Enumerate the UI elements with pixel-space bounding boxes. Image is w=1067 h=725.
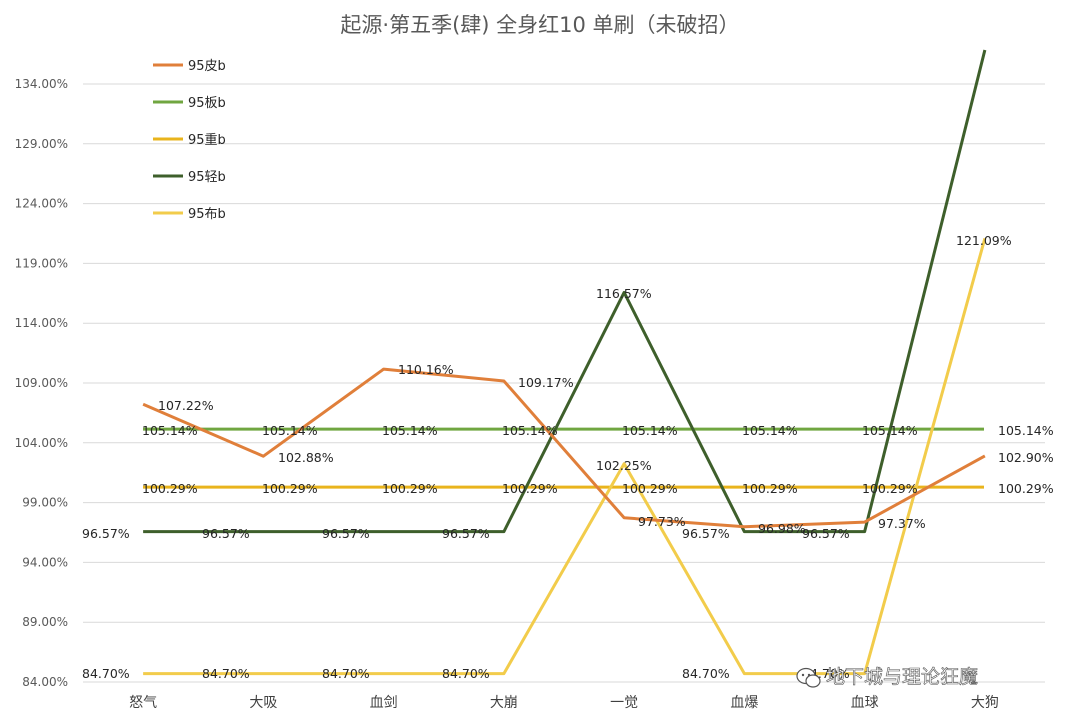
data-label: 96.57% — [682, 526, 730, 541]
data-label: 102.25% — [596, 458, 652, 473]
y-tick-label: 99.00% — [22, 496, 68, 510]
y-tick-label: 94.00% — [22, 555, 68, 569]
chart-title: 起源·第五季(肆) 全身红10 单刷（未破招） — [340, 13, 739, 37]
data-label: 100.29% — [502, 481, 558, 496]
x-tick-label: 大狗 — [971, 695, 999, 711]
legend-label: 95重b — [188, 132, 226, 148]
series-lines — [142, 49, 987, 676]
x-tick-label: 血剑 — [370, 695, 398, 711]
y-tick-label: 89.00% — [22, 615, 68, 629]
data-label: 84.70% — [682, 666, 730, 681]
data-label: 100.29% — [742, 481, 798, 496]
data-label: 105.14% — [998, 423, 1054, 438]
x-tick-label: 血球 — [851, 695, 879, 711]
data-label: 100.29% — [622, 481, 678, 496]
data-label: 105.14% — [862, 423, 918, 438]
data-label: 100.29% — [262, 481, 318, 496]
data-label: 110.16% — [398, 362, 454, 377]
data-label: 96.57% — [322, 526, 370, 541]
data-label: 100.29% — [142, 481, 198, 496]
y-tick-label: 114.00% — [15, 316, 68, 330]
data-label: 84.70% — [442, 666, 490, 681]
data-label: 96.57% — [82, 526, 130, 541]
data-label: 100.29% — [382, 481, 438, 496]
watermark: 地下城与理论狂魔 — [796, 666, 978, 688]
legend: 95皮b 95板b 95重b 95轻b 95布b — [153, 59, 226, 222]
data-label: 100.29% — [998, 481, 1054, 496]
y-tick-label: 84.00% — [22, 675, 68, 689]
y-tick-label: 129.00% — [15, 137, 68, 151]
data-label: 105.14% — [502, 423, 558, 438]
data-label: 105.14% — [382, 423, 438, 438]
y-tick-label: 119.00% — [15, 256, 68, 270]
legend-label: 95皮b — [188, 59, 226, 74]
data-labels: 107.22% 102.88% 110.16% 109.17% 97.73% 96.98%… — [82, 233, 1054, 681]
x-axis: 怒气 大吸 血剑 大崩 一觉 血爆 血球 大狗 — [129, 695, 999, 711]
data-label: 97.73% — [638, 514, 686, 529]
data-label: 84.70% — [322, 666, 370, 681]
data-label: 84.70% — [202, 666, 250, 681]
data-label: 96.57% — [802, 526, 850, 541]
data-label: 107.22% — [158, 398, 214, 413]
data-label: 100.29% — [862, 481, 918, 496]
data-label: 84.70% — [82, 666, 130, 681]
data-label: 105.14% — [622, 423, 678, 438]
data-label: 121.09% — [956, 233, 1012, 248]
data-label: 109.17% — [518, 375, 574, 390]
y-axis: 84.00% 89.00% 94.00% 99.00% 104.00% 109.00% 11… — [15, 77, 68, 689]
series-line — [142, 367, 986, 529]
x-tick-label: 大崩 — [490, 695, 518, 711]
grid-lines — [83, 83, 1045, 683]
data-label: 105.14% — [742, 423, 798, 438]
series-line — [143, 238, 987, 676]
data-label: 105.14% — [262, 423, 318, 438]
y-tick-label: 124.00% — [15, 197, 68, 211]
legend-label: 95板b — [188, 96, 226, 111]
data-label: 102.88% — [278, 450, 334, 465]
legend-label: 95轻b — [188, 170, 226, 185]
y-tick-label: 134.00% — [15, 77, 68, 91]
x-tick-label: 怒气 — [129, 695, 157, 711]
wechat-icon — [796, 667, 821, 688]
x-tick-label: 血爆 — [730, 695, 758, 711]
data-label: 116.57% — [596, 286, 652, 301]
legend-label: 95布b — [188, 207, 226, 222]
data-label: 96.57% — [442, 526, 490, 541]
x-tick-label: 大吸 — [249, 695, 277, 711]
data-label: 105.14% — [142, 423, 198, 438]
y-tick-label: 109.00% — [15, 376, 68, 390]
y-tick-label: 104.00% — [15, 436, 68, 450]
series-line — [143, 49, 987, 534]
data-label: 97.37% — [878, 516, 926, 531]
data-label: 102.90% — [998, 450, 1054, 465]
data-label: 96.57% — [202, 526, 250, 541]
watermark-text: 地下城与理论狂魔 — [826, 666, 978, 688]
x-tick-label: 一觉 — [610, 695, 638, 711]
data-label: 96.98% — [758, 521, 806, 536]
